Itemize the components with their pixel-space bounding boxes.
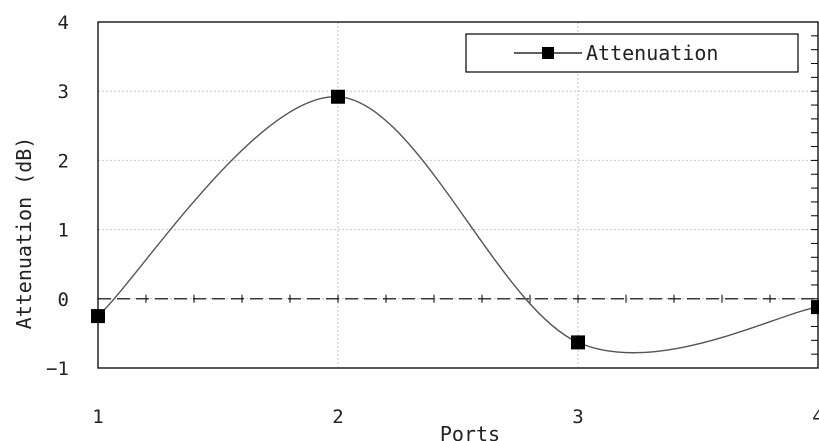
- x-tick-label: 4: [812, 406, 819, 428]
- data-point-marker: [571, 335, 585, 350]
- series-markers: [91, 89, 819, 350]
- minor-ticks: [97, 21, 819, 369]
- y-tick-label: 3: [58, 81, 69, 103]
- data-point-marker: [91, 309, 105, 324]
- legend-label-attenuation: Attenuation: [586, 41, 718, 65]
- y-tick-label: 1: [58, 220, 69, 242]
- x-tick-label: 2: [332, 406, 343, 428]
- y-axis-title: Attenuation (dB): [12, 137, 36, 330]
- x-tick-label: 1: [92, 406, 103, 428]
- plot-frame: [97, 21, 819, 369]
- x-axis-title: Ports: [440, 422, 500, 441]
- y-tick-label: 4: [58, 12, 69, 34]
- x-tick-label: 3: [572, 406, 583, 428]
- series-line-attenuation: [97, 96, 819, 354]
- y-tick-label: −1: [46, 358, 69, 380]
- data-point-marker: [331, 89, 345, 104]
- data-point-marker: [811, 300, 819, 315]
- legend: Attenuation: [465, 33, 799, 73]
- y-tick-labels: 4 3 2 1 0 −1: [46, 12, 69, 380]
- grid: [97, 21, 819, 369]
- y-tick-label: 2: [58, 150, 69, 172]
- y-tick-label: 0: [58, 289, 69, 311]
- legend-marker-swatch: [542, 47, 554, 59]
- x-tick-labels: 1 2 3 4: [92, 406, 819, 428]
